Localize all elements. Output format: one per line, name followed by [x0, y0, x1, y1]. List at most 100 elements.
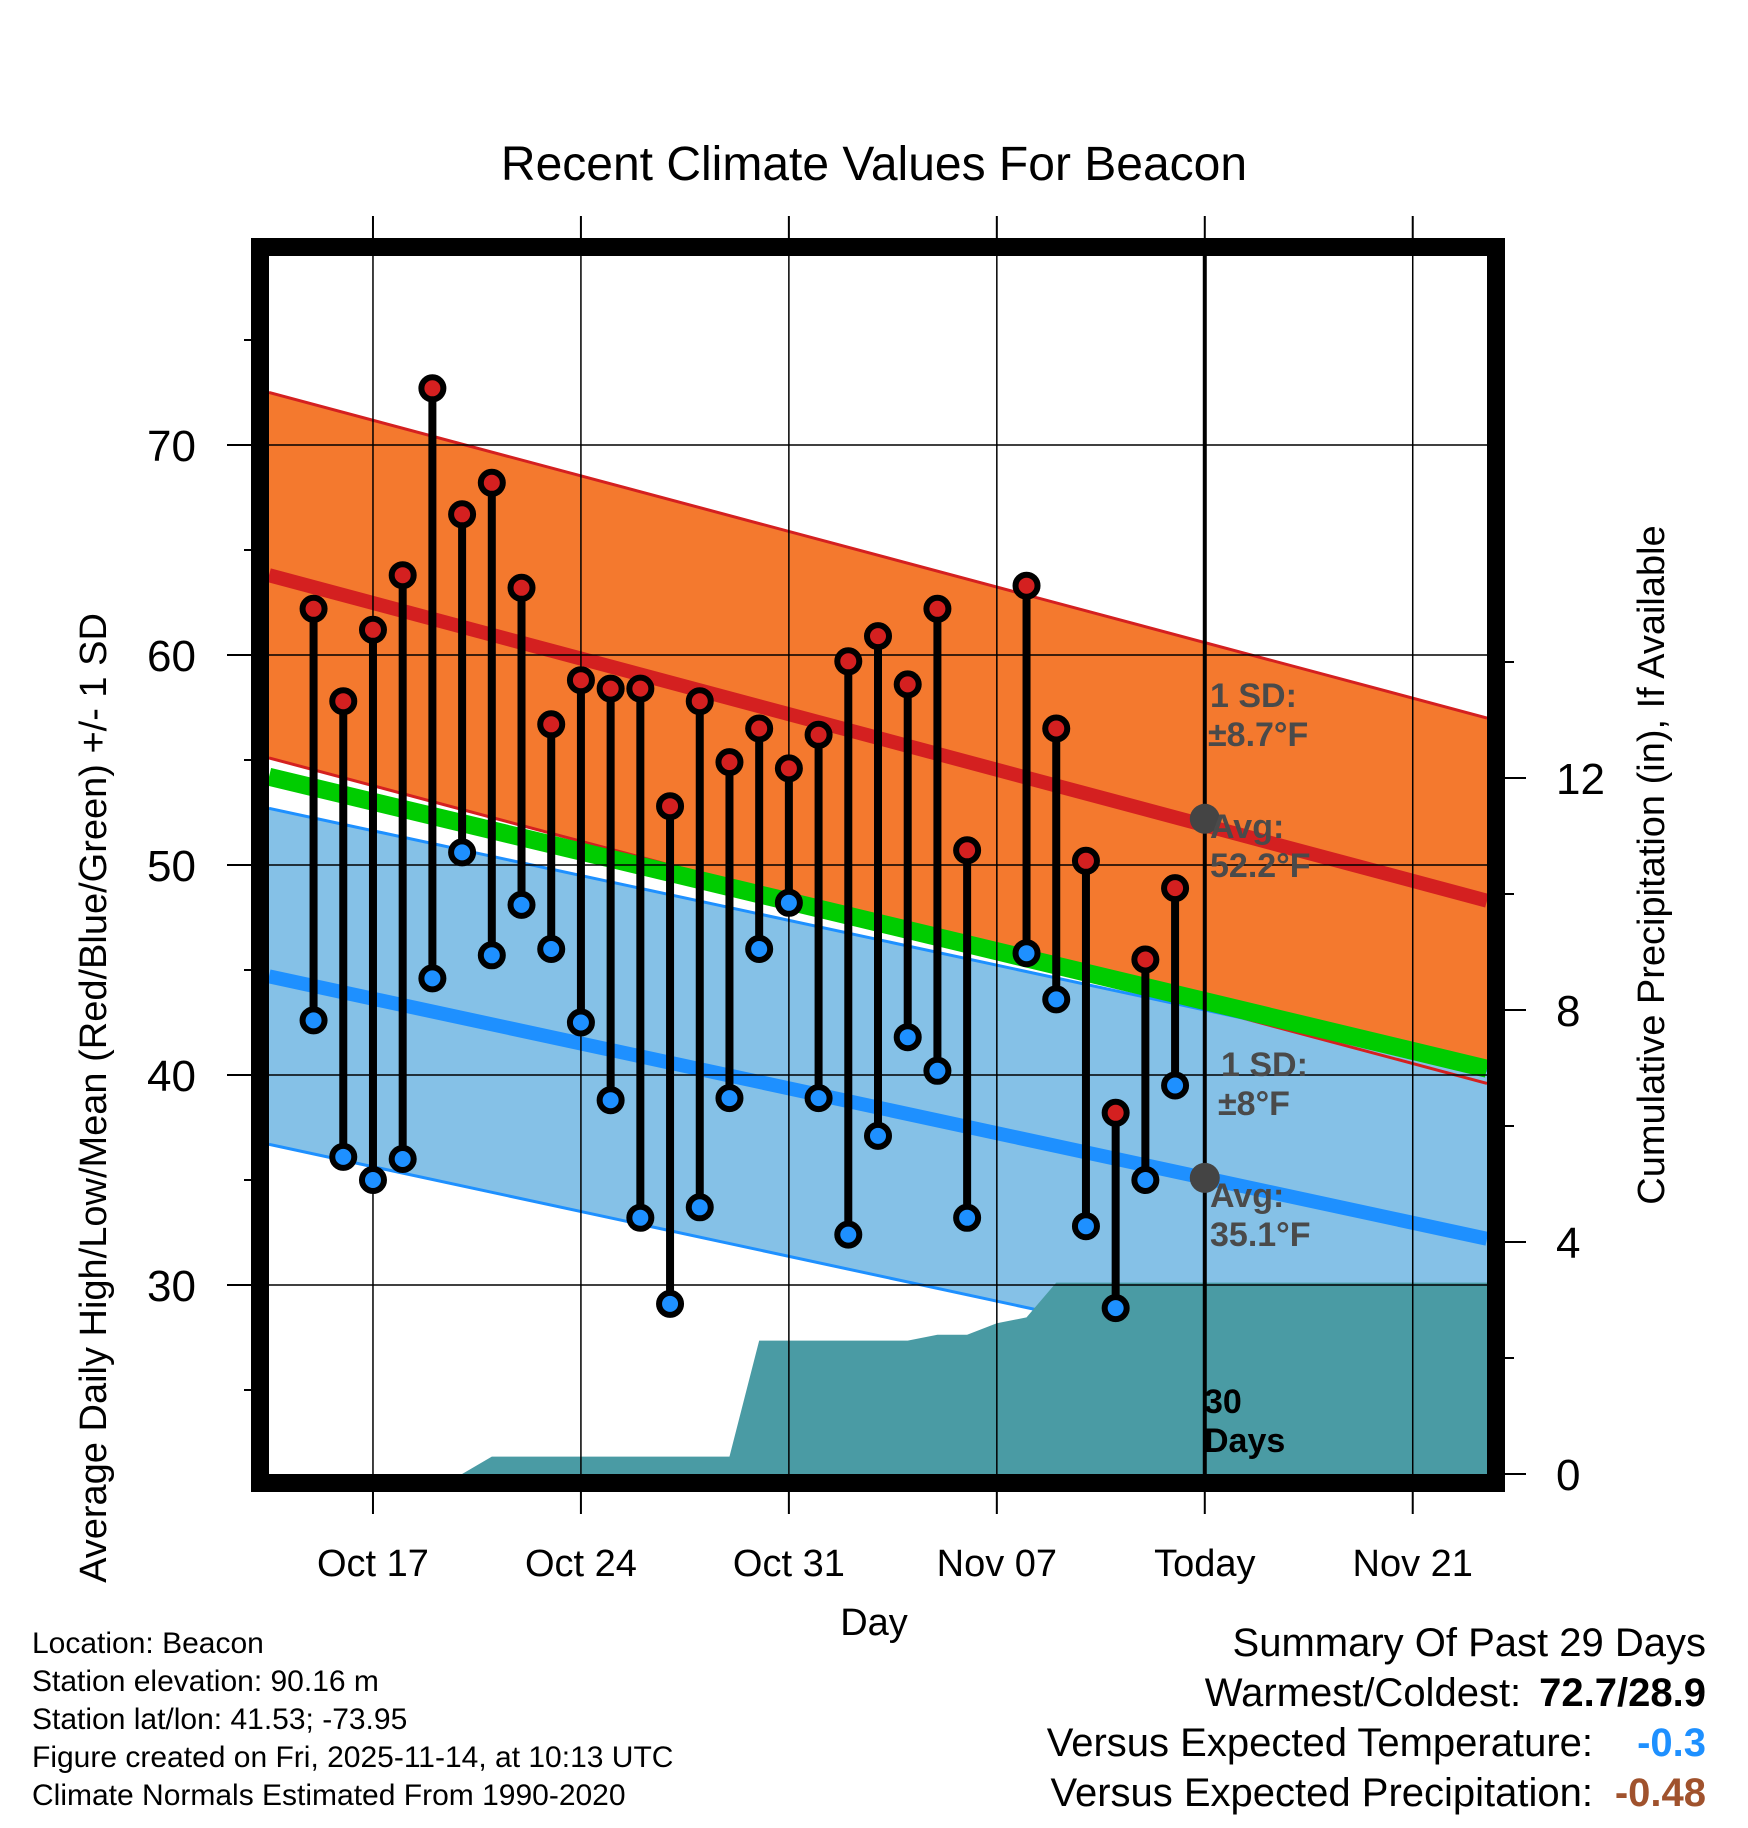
daily-high-marker — [953, 836, 982, 865]
today-high-avg-point — [1189, 803, 1220, 834]
daily-high-marker — [1012, 571, 1041, 600]
daily-low-marker — [1161, 1071, 1190, 1100]
low-avg-label: Avg: — [1210, 1177, 1284, 1215]
station-info: Location: Beacon Station elevation: 90.1… — [32, 1625, 673, 1815]
daily-high-marker — [566, 666, 595, 695]
daily-high-marker — [388, 561, 417, 590]
summary-panel: Summary Of Past 29 Days Warmest/Coldest:… — [1047, 1618, 1706, 1818]
y-axis-label: Average Daily High/Low/Mean (Red/Blue/Gr… — [73, 613, 115, 1583]
x-axis-label: Day — [840, 1602, 908, 1644]
x-tick-label: Nov 21 — [1353, 1543, 1473, 1585]
daily-high-marker — [834, 647, 863, 676]
daily-low-marker — [596, 1086, 625, 1115]
daily-low-marker — [656, 1289, 685, 1318]
daily-high-marker — [1042, 714, 1071, 743]
daily-low-marker — [1042, 985, 1071, 1014]
y-tick-label: 30 — [147, 1262, 196, 1311]
daily-high-marker — [893, 670, 922, 699]
daily-low-marker — [358, 1166, 387, 1194]
high-avg-value: 52.2°F — [1210, 847, 1311, 885]
x-tick-label: Nov 07 — [937, 1543, 1057, 1585]
summary-precip-row: Versus Expected Precipitation: -0.48 — [1047, 1768, 1706, 1818]
daily-low-marker — [507, 890, 536, 919]
daily-low-marker — [1071, 1212, 1100, 1241]
daily-high-marker — [537, 710, 566, 739]
high-sd-label: 1 SD: — [1210, 677, 1297, 715]
daily-low-marker — [685, 1193, 714, 1222]
daily-low-marker — [477, 941, 506, 970]
normals-text: Climate Normals Estimated From 1990-2020 — [32, 1779, 626, 1812]
window-days-value: 30 — [1204, 1383, 1242, 1421]
precip-label: Versus Expected Precipitation: — [1050, 1771, 1593, 1815]
daily-low-marker — [745, 935, 774, 963]
daily-low-marker — [923, 1056, 952, 1085]
daily-low-marker — [566, 1008, 595, 1037]
daily-high-marker — [923, 594, 952, 623]
daily-high-marker — [745, 714, 774, 743]
daily-high-marker — [1071, 846, 1100, 875]
summary-title: Summary Of Past 29 Days — [1232, 1621, 1706, 1665]
daily-high-marker — [448, 500, 477, 529]
daily-low-marker — [715, 1084, 744, 1113]
daily-high-marker — [1161, 874, 1190, 903]
x-tick-label: Oct 24 — [525, 1543, 637, 1585]
daily-low-marker — [804, 1084, 833, 1113]
x-tick-label: Oct 17 — [317, 1543, 429, 1585]
y-tick-label: 60 — [147, 632, 196, 681]
high-sd-upper-edge — [269, 391, 1487, 720]
x-tick-label: Today — [1154, 1543, 1255, 1585]
daily-low-marker — [1101, 1294, 1130, 1323]
daily-low-marker — [329, 1142, 358, 1171]
daily-low-marker — [448, 838, 477, 867]
daily-low-marker — [388, 1145, 417, 1173]
daily-low-marker — [834, 1220, 863, 1249]
daily-high-marker — [626, 674, 655, 703]
daily-high-marker — [299, 594, 328, 623]
warm-cold-label: Warmest/Coldest: — [1204, 1671, 1522, 1715]
y-tick-label: 70 — [147, 422, 196, 471]
daily-low-marker — [774, 888, 803, 917]
precip-value: -0.48 — [1614, 1771, 1706, 1815]
y2-tick-label: 12 — [1556, 755, 1605, 804]
daily-high-marker — [864, 622, 892, 651]
daily-high-marker — [1131, 945, 1160, 974]
daily-high-marker — [329, 687, 358, 716]
daily-high-marker — [477, 468, 506, 497]
location-text: Location: Beacon — [32, 1627, 264, 1660]
daily-high-marker — [358, 615, 387, 644]
daily-low-marker — [299, 1006, 328, 1035]
daily-low-marker — [953, 1203, 982, 1232]
chart-title: Recent Climate Values For Beacon — [501, 138, 1247, 191]
daily-high-marker — [685, 687, 714, 716]
high-avg-label: Avg: — [1210, 808, 1284, 846]
temp-label: Versus Expected Temperature: — [1046, 1721, 1593, 1765]
latlon-text: Station lat/lon: 41.53; -73.95 — [32, 1703, 408, 1736]
precip-area — [269, 1282, 1487, 1474]
y-tick-label: 50 — [147, 842, 196, 891]
daily-high-marker — [715, 748, 744, 777]
temp-value: -0.3 — [1637, 1721, 1706, 1765]
plot-frame — [251, 238, 1505, 1492]
y2-tick-label: 4 — [1556, 1219, 1580, 1268]
elevation-text: Station elevation: 90.16 m — [32, 1665, 379, 1698]
y2-tick-label: 0 — [1556, 1451, 1580, 1500]
warm-cold-value: 72.7/28.9 — [1539, 1671, 1706, 1715]
low-sd-label: 1 SD: — [1221, 1046, 1308, 1084]
y-tick-label: 40 — [147, 1052, 196, 1101]
y2-tick-label: 8 — [1556, 987, 1580, 1036]
today-low-avg-point — [1189, 1162, 1220, 1193]
created-text: Figure created on Fri, 2025-11-14, at 10… — [32, 1741, 674, 1774]
daily-high-marker — [418, 374, 447, 403]
low-avg-value: 35.1°F — [1210, 1216, 1311, 1254]
daily-high-marker — [596, 674, 625, 703]
daily-low-marker — [1012, 939, 1041, 968]
daily-low-marker — [864, 1121, 892, 1150]
y2-axis-label: Cumulative Precipitation (in), If Availa… — [1631, 525, 1673, 1204]
daily-high-marker — [507, 573, 536, 602]
daily-high-marker — [774, 754, 803, 783]
high-sd-value: ±8.7°F — [1208, 716, 1308, 754]
summary-temp-row: Versus Expected Temperature: -0.3 — [1047, 1718, 1706, 1768]
